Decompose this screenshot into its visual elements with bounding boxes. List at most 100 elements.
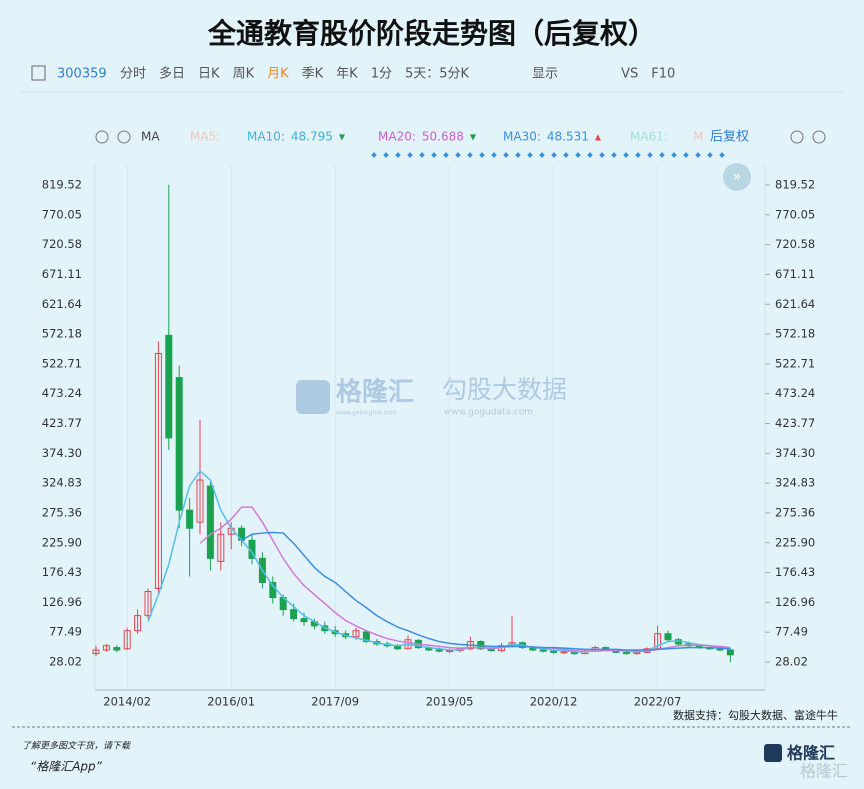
candle-body	[300, 618, 308, 623]
toolbar-item[interactable]: 显示	[532, 67, 558, 82]
candle-body	[92, 649, 100, 655]
toolbar-item[interactable]: 周K	[233, 67, 255, 82]
toolbar-icon[interactable]	[31, 65, 46, 81]
adjust-label[interactable]: 后复权	[710, 129, 749, 145]
ma-arrow: ▲	[595, 133, 602, 142]
watermark-url: www.gelonghui.com	[336, 410, 397, 417]
legend-dot	[587, 152, 593, 158]
expand-button[interactable]	[723, 163, 751, 191]
legend-dot	[419, 152, 425, 158]
candle-body	[113, 647, 121, 651]
legend-dot	[575, 152, 581, 158]
legend-dot	[539, 152, 545, 158]
legend-dot	[527, 152, 533, 158]
x-tick-label: 2014/02	[103, 695, 151, 709]
candle-body	[175, 377, 183, 511]
legend-dot	[479, 152, 485, 158]
footer-logo: 格隆汇	[787, 744, 835, 763]
legend-dot	[455, 152, 461, 158]
toolbar-item[interactable]: 多日	[159, 66, 185, 82]
zoom-out-icon[interactable]	[790, 130, 804, 144]
y-tick-label-right: 621.64	[775, 297, 815, 311]
legend-dot	[443, 152, 449, 158]
source: 数据支持：勾股大数据、富途牛牛	[673, 708, 838, 722]
y-tick-label-right: 374.30	[775, 446, 815, 460]
ma-name: MA5:	[190, 130, 220, 144]
y-tick-label: 720.58	[42, 237, 82, 251]
ma-value: 48.531	[547, 130, 589, 144]
y-tick-label-right: 225.90	[775, 535, 815, 549]
expand-icon: »	[733, 169, 742, 185]
candle-body	[664, 633, 672, 641]
y-tick-label-right: 176.43	[775, 565, 815, 579]
watermark-brand: 格隆汇	[336, 377, 414, 408]
watermark-data: 勾股大数据	[442, 375, 567, 404]
y-tick-label: 275.36	[42, 505, 82, 519]
y-tick-label-right: 671.11	[775, 267, 815, 281]
ma-arrow: ▼	[470, 133, 477, 142]
candle-body	[123, 630, 131, 650]
watermark-data-url: www.gogudata.com	[444, 408, 533, 418]
legend-dot	[467, 152, 473, 158]
y-tick-label-right: 720.58	[775, 237, 815, 251]
footer-line1: 了解更多图文干货，请下载	[22, 741, 131, 752]
candle-body	[102, 645, 110, 651]
legend-dot	[599, 152, 605, 158]
y-tick-label: 819.52	[42, 177, 82, 191]
y-tick-label: 374.30	[42, 446, 82, 460]
candle-body	[446, 650, 454, 653]
close-icon[interactable]	[117, 130, 131, 144]
toolbar-item[interactable]: 分时	[120, 67, 146, 82]
toolbar-item[interactable]: 5天：5分K	[405, 67, 470, 82]
watermark-logo	[296, 380, 330, 414]
candle-body	[144, 591, 152, 617]
candle-body	[186, 509, 194, 529]
y-tick-label: 176.43	[42, 565, 82, 579]
toolbar-item[interactable]: 月K	[267, 67, 289, 82]
candle-body	[165, 334, 173, 439]
toolbar-item[interactable]: VS	[621, 67, 638, 82]
ma-value: 48.795	[291, 130, 333, 144]
toolbar-item[interactable]: 年K	[336, 67, 358, 82]
candle-body	[196, 479, 204, 523]
ma-name: MA61:	[630, 130, 668, 144]
candle-body	[134, 615, 142, 632]
y-tick-label: 572.18	[42, 327, 82, 341]
legend-dot	[515, 152, 521, 158]
legend-dot	[431, 152, 437, 158]
toolbar-item[interactable]: 日K	[198, 67, 220, 82]
y-tick-label-right: 275.36	[775, 505, 815, 519]
x-tick-label: 2017/09	[311, 695, 359, 709]
candle-body	[290, 609, 298, 620]
y-tick-label-right: 77.49	[775, 625, 808, 639]
chart-title: 全通教育股价阶段走势图（后复权）	[207, 17, 656, 50]
zoom-in-icon[interactable]	[812, 130, 826, 144]
watermark: 格隆汇 www.gelonghui.com 勾股大数据 www.gogudata…	[296, 375, 567, 418]
ma-arrow: ▼	[339, 133, 346, 142]
legend-dot	[383, 152, 389, 158]
legend-dot	[647, 152, 653, 158]
ma-value: 50.688	[422, 130, 464, 144]
ma-label[interactable]: MA	[141, 130, 160, 144]
footer-watermark: 格隆汇	[800, 762, 848, 781]
candle-body	[550, 650, 558, 653]
toolbar-item[interactable]: F10	[651, 67, 675, 82]
candle-body	[539, 649, 547, 652]
legend-dot	[671, 152, 677, 158]
legend-dot	[371, 152, 377, 158]
legend-dot	[659, 152, 665, 158]
toolbar-item[interactable]: 季K	[302, 67, 324, 82]
toolbar-item[interactable]: 1分	[371, 67, 392, 82]
y-tick-label-right: 28.02	[775, 655, 808, 669]
settings-icon[interactable]	[95, 130, 109, 144]
ma-name: M	[693, 130, 703, 144]
ma-name: MA20:	[378, 130, 416, 144]
y-tick-label-right: 522.71	[775, 356, 815, 370]
candle-body	[217, 533, 225, 562]
ma-line	[241, 531, 731, 651]
ma-line	[199, 506, 731, 652]
legend-dot	[695, 152, 701, 158]
y-tick-label: 77.49	[49, 625, 82, 639]
